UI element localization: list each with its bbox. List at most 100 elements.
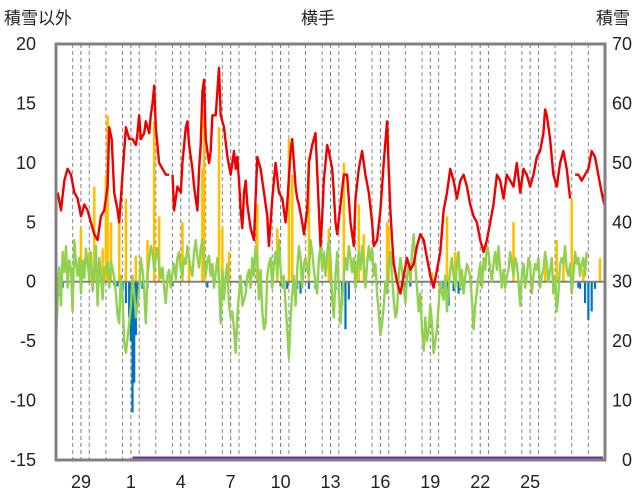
precip-bar-17 <box>206 281 209 288</box>
snowfall-bar-34 <box>430 272 434 282</box>
precip-bar-4 <box>116 281 119 287</box>
snowfall-bar-26 <box>307 156 311 282</box>
snowfall-bar-14 <box>157 216 161 282</box>
snow-depth-line-2 <box>171 66 572 295</box>
precip-bar-13 <box>141 281 144 289</box>
snow-depth-line-1 <box>56 84 170 242</box>
right-tick-label: 20 <box>612 331 632 351</box>
right-tick-label: 60 <box>612 93 632 113</box>
precip-bar-45 <box>578 281 582 289</box>
precip-bar-36 <box>409 281 412 287</box>
x-tick-label: 13 <box>320 472 340 492</box>
left-tick-label: -15 <box>10 450 36 470</box>
plot-frame <box>54 42 607 462</box>
precip-bar-48 <box>590 281 593 312</box>
left-tick-label: 20 <box>16 34 36 54</box>
snow-depth-line-3 <box>575 149 606 205</box>
temperature-line <box>54 232 588 361</box>
precip-bar-29 <box>344 281 347 330</box>
right-tick-label: 10 <box>612 391 632 411</box>
precip-bar-6 <box>124 281 127 304</box>
right-axis-label: 積雪 <box>596 9 630 29</box>
x-tick-label: 7 <box>226 472 236 492</box>
precip-bar-16 <box>171 281 174 287</box>
snowfall-bar-5 <box>101 248 104 282</box>
left-tick-label: -5 <box>20 331 36 351</box>
snowfall-bar-40 <box>562 257 565 282</box>
precip-bar-20 <box>279 281 282 287</box>
precip-bar-46 <box>583 281 587 304</box>
snowfall-bar-38 <box>543 263 547 282</box>
snowfall-bar-31 <box>385 222 389 282</box>
precip-bar-10 <box>133 281 136 383</box>
snowfall-bar-22 <box>256 204 259 282</box>
left-tick-label: 0 <box>26 272 36 292</box>
snowfall-bar-42 <box>582 269 585 282</box>
x-tick-label: 25 <box>520 472 540 492</box>
left-tick-label: -10 <box>10 391 36 411</box>
x-axis-ticks: 29 1 4 7 10 13 16 19 22 25 <box>71 472 540 492</box>
precip-bar-40 <box>452 281 455 292</box>
x-tick-label: 22 <box>470 472 490 492</box>
snowfall-bar-8 <box>109 222 113 282</box>
snowfall-bar-24 <box>287 139 291 282</box>
snowfall-bar-16 <box>187 260 191 282</box>
snowfall-bar-43 <box>598 257 602 282</box>
precip-bar-24 <box>307 281 310 289</box>
x-tick-label: 4 <box>176 472 186 492</box>
snowfall-bar-17 <box>201 168 204 282</box>
right-axis-ticks: 70 60 50 40 30 20 10 0 <box>612 34 632 470</box>
snowfall-bar-19 <box>217 127 221 282</box>
right-tick-label: 0 <box>622 450 632 470</box>
right-tick-label: 70 <box>612 34 632 54</box>
precip-bar-44 <box>577 281 580 288</box>
snowfall-bar-25 <box>290 174 294 282</box>
snowfall-bar-27 <box>327 228 331 282</box>
right-tick-label: 30 <box>612 272 632 292</box>
right-tick-label: 40 <box>612 212 632 232</box>
snowfall-bar-20 <box>221 228 224 282</box>
vertical-gridlines <box>72 44 589 460</box>
snowfall-bar-39 <box>555 240 559 282</box>
precip-bar-9 <box>131 281 134 413</box>
right-tick-label: 50 <box>612 153 632 173</box>
snowfall-bar-7 <box>106 115 109 282</box>
x-tick-label: 19 <box>420 472 440 492</box>
snowfall-bar-11 <box>134 255 138 282</box>
snowfall-bar-9 <box>117 212 121 282</box>
snowfall-bar-21 <box>227 252 231 282</box>
precip-bar-7 <box>128 281 131 318</box>
precip-bar-47 <box>587 281 590 320</box>
chart-title: 横手 <box>301 9 335 29</box>
precip-bar-23 <box>299 281 302 294</box>
precip-bar-49 <box>593 281 597 289</box>
snowfall-bar-15 <box>181 222 184 282</box>
left-axis-ticks: 20 15 10 5 0 -5 -10 -15 <box>10 34 36 470</box>
snowfall-bar-35 <box>445 216 449 282</box>
x-tick-label: 29 <box>71 472 91 492</box>
snowfall-bar-28 <box>342 162 346 282</box>
left-tick-label: 5 <box>26 212 36 232</box>
left-tick-label: 15 <box>16 93 36 113</box>
snowfall-bar-10 <box>124 198 128 282</box>
x-tick-label: 1 <box>126 472 136 492</box>
left-axis-label: 積雪以外 <box>4 9 72 29</box>
precip-bar-21 <box>286 281 289 289</box>
snowfall-bar-6 <box>104 174 108 282</box>
snowfall-bar-13 <box>152 121 156 282</box>
series-lines <box>54 66 606 361</box>
x-tick-label: 16 <box>370 472 390 492</box>
x-tick-label: 10 <box>271 472 291 492</box>
snowfall-bar-32 <box>387 228 391 282</box>
precip-bar-30 <box>347 281 350 300</box>
snowfall-bar-29 <box>357 204 361 282</box>
precip-bar-41 <box>457 281 460 294</box>
snowfall-bar-36 <box>453 252 457 282</box>
snowfall-bar-18 <box>202 109 206 282</box>
snowfall-bar-12 <box>146 240 149 282</box>
snowfall-bar-1 <box>79 228 83 282</box>
snowfall-bar-41 <box>570 198 574 282</box>
left-tick-label: 10 <box>16 153 36 173</box>
snowfall-bar-37 <box>512 222 515 282</box>
